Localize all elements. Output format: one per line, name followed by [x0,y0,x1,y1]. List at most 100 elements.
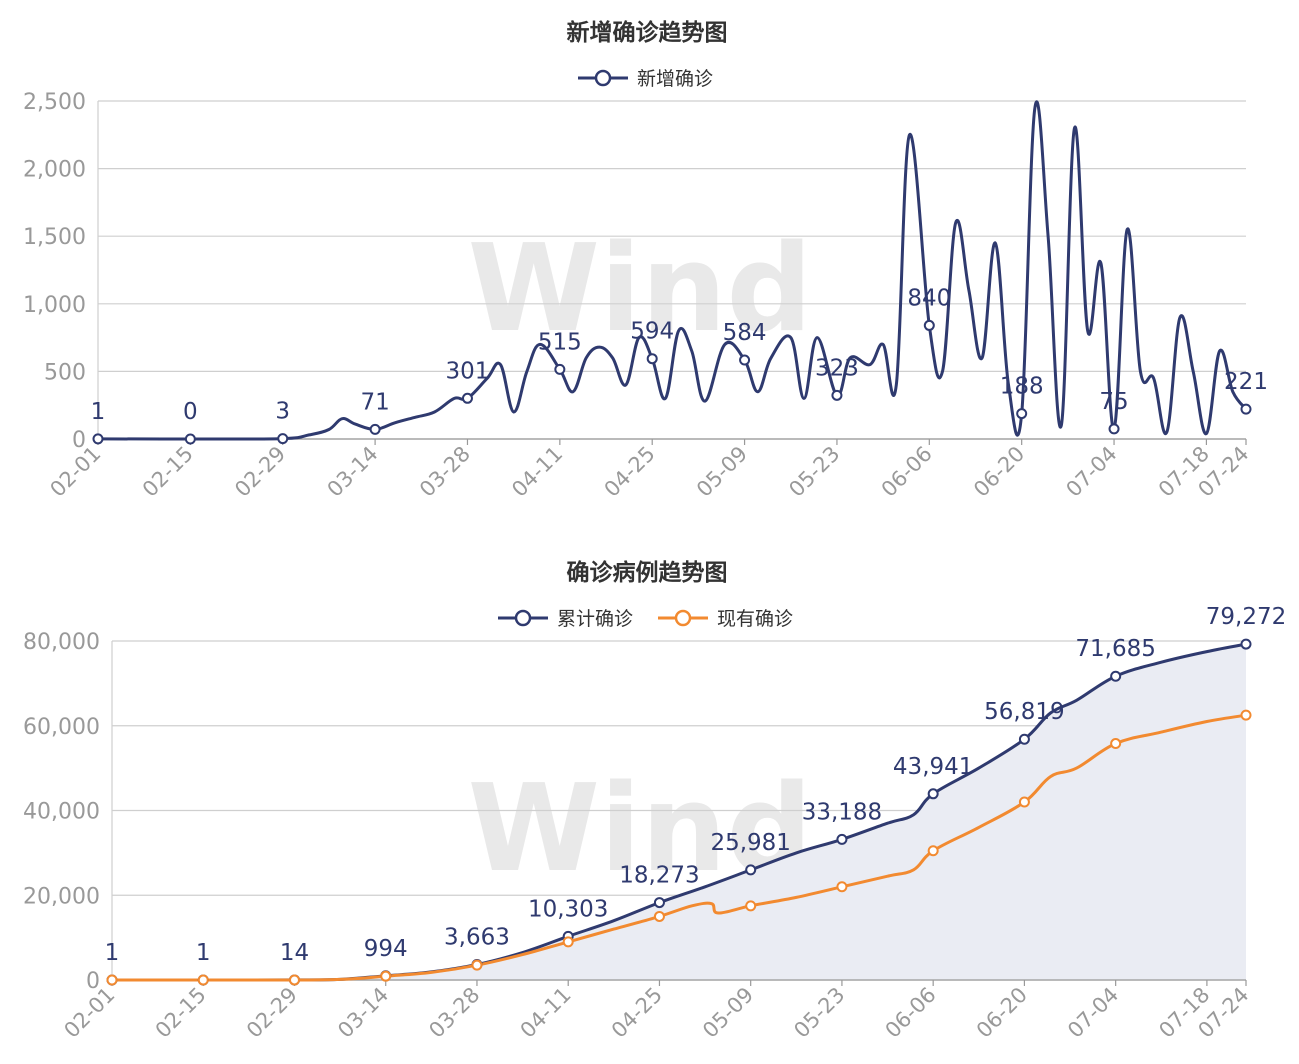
series-lines [97,100,1248,441]
data-labels: 1 1 14 994 3,663 10,303 18,273 25,981 33,188 43,9… [105,604,1287,966]
x-tick-label: 02-29 [242,983,302,1043]
x-tick-label: 04-11 [507,442,567,502]
data-label: 323 [815,355,859,381]
data-label: 71 [360,389,389,415]
data-point-marker[interactable] [369,423,381,435]
data-point-marker[interactable] [831,389,843,401]
legend[interactable]: 新增确诊 [578,68,713,90]
data-point-marker[interactable] [461,392,473,404]
data-point-marker[interactable] [1018,796,1030,808]
data-point-marker[interactable] [653,897,665,909]
x-tick-label: 07-04 [1063,983,1123,1043]
point-markers [92,319,1252,445]
data-label: 994 [364,936,408,962]
x-tick-label: 03-28 [424,983,484,1043]
x-tick-label: 02-15 [138,442,198,502]
data-point-marker[interactable] [1240,709,1252,721]
y-tick-label: 1,500 [23,225,86,250]
data-point-marker[interactable] [1240,403,1252,415]
y-tick-label: 1,000 [23,293,86,318]
data-label: 33,188 [802,799,882,825]
data-point-marker[interactable] [380,970,392,982]
data-label: 3,663 [444,924,510,950]
data-point-marker[interactable] [653,910,665,922]
x-tick-label: 05-09 [692,442,752,502]
legend[interactable]: 累计确诊 现有确诊 [498,608,793,630]
data-label: 221 [1224,369,1268,395]
x-tick-label: 03-28 [415,442,475,502]
data-point-marker[interactable] [554,363,566,375]
daily-new-cases-chart: Wind 新增确诊趋势图 新增确诊 05001,0001,5002,0002,5… [23,19,1268,502]
x-tick-label: 06-20 [969,442,1029,502]
y-tick-label: 0 [86,969,100,994]
y-axis: 0 20,000 40,000 60,000 80,000 [23,630,100,994]
y-tick-label: 60,000 [23,715,100,740]
data-point-marker[interactable] [92,433,104,445]
chart-title: 确诊病例趋势图 [567,559,728,586]
x-tick-label: 04-11 [516,983,576,1043]
data-label: 43,941 [893,754,973,780]
data-label: 56,819 [984,699,1064,725]
data-point-marker[interactable] [184,433,196,445]
x-tick-label: 04-25 [607,983,667,1043]
x-tick-label: 04-25 [600,442,660,502]
x-tick-label: 02-15 [151,983,211,1043]
data-label: 840 [907,285,951,311]
x-axis: 02-01 02-15 02-29 03-14 03-28 04-11 04-25 05-09… [45,438,1254,502]
legend-marker-icon [674,609,692,627]
data-point-marker[interactable] [562,936,574,948]
data-point-marker[interactable] [836,833,848,845]
data-label: 594 [630,319,674,345]
data-point-marker[interactable] [923,319,935,331]
data-point-marker[interactable] [927,845,939,857]
data-point-marker[interactable] [745,900,757,912]
data-point-marker[interactable] [197,974,209,986]
x-tick-label: 05-09 [698,983,758,1043]
series-line-1 [97,100,1248,441]
data-label: 79,272 [1206,604,1286,630]
data-point-marker[interactable] [471,959,483,971]
data-point-marker[interactable] [1110,670,1122,682]
x-tick-label: 06-06 [881,983,941,1043]
x-tick-label: 05-23 [784,442,844,502]
area-fill-shape [112,644,1246,981]
data-point-marker[interactable] [1108,423,1120,435]
y-tick-label: 500 [44,360,86,385]
data-label: 1 [91,399,106,425]
data-label: 188 [1000,374,1044,400]
point-markers [106,638,1252,986]
legend-marker-icon [514,609,532,627]
x-tick-label: 06-06 [877,442,937,502]
data-label: 515 [538,329,582,355]
x-tick-label: 03-14 [333,983,393,1043]
data-point-marker[interactable] [836,881,848,893]
data-label: 584 [723,320,767,346]
data-label: 71,685 [1075,636,1155,662]
data-label: 25,981 [710,830,790,856]
data-point-marker[interactable] [1110,738,1122,750]
data-point-marker[interactable] [1018,733,1030,745]
data-point-marker[interactable] [288,974,300,986]
data-point-marker[interactable] [745,864,757,876]
legend-label: 现有确诊 [717,608,793,630]
area-fill [112,644,1246,981]
legend-marker-icon [594,69,612,87]
data-label: 1 [105,940,120,966]
cumulative-cases-chart: Wind 确诊病例趋势图 累计确诊 现有确诊 020,00040,00060,0… [23,559,1287,1043]
y-tick-label: 0 [72,428,86,453]
legend-label: 累计确诊 [557,608,633,630]
x-tick-label: 06-20 [972,983,1032,1043]
data-point-marker[interactable] [1240,638,1252,650]
data-label: 10,303 [528,896,608,922]
data-point-marker[interactable] [1016,408,1028,420]
data-point-marker[interactable] [277,433,289,445]
data-point-marker[interactable] [646,353,658,365]
data-label: 3 [275,399,290,425]
data-point-marker[interactable] [106,974,118,986]
y-tick-label: 2,500 [23,90,86,115]
data-point-marker[interactable] [739,354,751,366]
data-label: 301 [446,358,490,384]
y-tick-label: 40,000 [23,800,100,825]
data-point-marker[interactable] [927,788,939,800]
y-tick-label: 80,000 [23,630,100,655]
